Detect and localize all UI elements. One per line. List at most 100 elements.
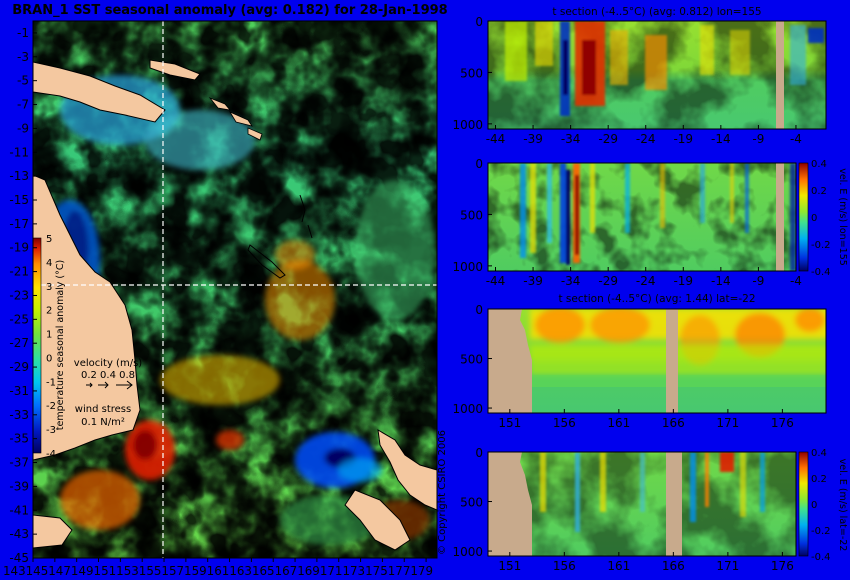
map-colorbar-tick-label: 4 — [46, 258, 52, 269]
panel1-x-axis: -44 -39 -34 -29 -24 -19 -14 -9 -4 — [486, 267, 802, 288]
panel-x-tick-label: 161 — [607, 559, 630, 573]
panel-x-tick-label: 151 — [498, 559, 521, 573]
panel-y-tick-label: 1000 — [452, 545, 483, 559]
panel-x-tick-label: -19 — [673, 274, 693, 288]
australia-land — [33, 174, 141, 461]
map-y-tick-label: -45 — [9, 551, 29, 565]
panel-colorbar-tick-label: -0.2 — [811, 240, 831, 251]
panel0-frame — [487, 20, 827, 130]
panel1-colorbar-ticks: 0.4 0.2 0 -0.2 -0.4 — [811, 159, 831, 278]
panel-x-tick-label: -14 — [711, 274, 731, 288]
panel1-features — [488, 163, 796, 271]
panel-x-tick-label: -9 — [752, 274, 764, 288]
panel0-x-axis: -44 -39 -34 -29 -24 -19 -14 -9 -4 — [486, 125, 802, 146]
panel-x-tick-label: 171 — [716, 559, 739, 573]
panel-x-tick-label: 161 — [607, 416, 630, 430]
panel-y-tick-label: 500 — [460, 208, 483, 222]
panel2-x-axis: 151 156 161 166 171 176 — [498, 409, 794, 430]
panel-y-tick-label: 0 — [475, 446, 483, 460]
panel-x-tick-label: -4 — [790, 132, 802, 146]
panel3-colorbar — [798, 451, 809, 557]
map-colorbar-tick-label: -2 — [46, 401, 56, 412]
panel-x-tick-label: -4 — [790, 274, 802, 288]
sst-anomaly-map: BRAN_1 SST seasonal anomaly (avg: 0.182)… — [3, 3, 448, 578]
panel-x-tick-label: -34 — [561, 132, 581, 146]
map-y-tick-label: -17 — [9, 217, 29, 231]
panel2-frame — [487, 308, 827, 414]
map-y-tick-label: -15 — [9, 193, 29, 207]
panel-colorbar-tick-label: 0 — [811, 213, 817, 224]
map-y-tick-label: -33 — [9, 408, 29, 422]
map-y-tick-label: -5 — [17, 74, 29, 88]
wind-legend-title: wind stress — [75, 404, 131, 415]
panel-colorbar-tick-label: 0.2 — [811, 474, 827, 485]
map-y-tick-label: -1 — [17, 26, 29, 40]
vanuatu-islands — [299, 194, 313, 239]
map-colorbar-tick-label: -4 — [46, 449, 56, 460]
panel1-topography — [776, 163, 784, 271]
panel3-x-axis: 151 156 161 166 171 176 — [498, 552, 794, 573]
panel3-y-axis: 0 500 1000 — [452, 446, 492, 559]
panel-x-tick-label: 166 — [662, 416, 685, 430]
velocity-legend-arrows — [86, 380, 133, 390]
map-y-tick-label: -27 — [9, 336, 29, 350]
panel-x-tick-label: -29 — [598, 274, 618, 288]
panel-x-tick-label: -14 — [711, 132, 731, 146]
panel-x-tick-label: -39 — [523, 274, 543, 288]
panel-colorbar-tick-label: -0.4 — [811, 267, 831, 278]
panel-colorbar-tick-label: 0.4 — [811, 448, 827, 459]
panel-vel-lat-22: 0 500 1000 151 156 161 166 171 176 0.4 0.2 0 -0.2 -… — [452, 446, 848, 573]
map-colorbar-tick-label: 5 — [46, 234, 52, 245]
panel-colorbar-tick-label: -0.2 — [811, 526, 831, 537]
panel-y-tick-label: 0 — [475, 157, 483, 171]
map-y-tick-label: -31 — [9, 384, 29, 398]
panel0-features — [488, 21, 826, 129]
solomon-islands — [208, 97, 263, 141]
new-guinea-land — [33, 61, 166, 123]
nz-north-island — [377, 429, 437, 511]
panel1-colorbar-label: vel. E (m/s) lon=155 — [837, 168, 848, 266]
panel3-colorbar-ticks: 0.4 0.2 0 -0.2 -0.4 — [811, 448, 831, 563]
map-colorbar-tick-label: 1 — [46, 330, 52, 341]
panel1-colorbar — [798, 162, 809, 272]
panel-x-tick-label: -34 — [561, 274, 581, 288]
panel-x-tick-label: 151 — [498, 416, 521, 430]
panel-x-tick-label: 176 — [771, 559, 794, 573]
map-y-tick-label: -41 — [9, 503, 29, 517]
panel3-colorbar-label: vel. E (m/s) lat=-22 — [837, 459, 848, 552]
copyright-text: © Copyright CSIRO 2006 — [437, 430, 448, 555]
map-colorbar-tick-label: -3 — [46, 425, 56, 436]
panel-x-tick-label: 176 — [771, 416, 794, 430]
map-y-tick-label: -43 — [9, 527, 29, 541]
map-y-tick-label: -7 — [17, 98, 29, 112]
panel-y-tick-label: 500 — [460, 66, 483, 80]
panel-y-tick-label: 0 — [475, 303, 483, 317]
map-y-tick-label: -9 — [17, 121, 29, 135]
panel-x-tick-label: -44 — [486, 132, 506, 146]
map-colorbar-tick-label: 3 — [46, 282, 52, 293]
panel-t-section-lat-22: t section (-4..5°C) (avg: 1.44) lat=-22 … — [452, 293, 827, 430]
panel1-y-axis: 0 500 1000 — [452, 157, 492, 274]
panel-x-tick-label: 156 — [553, 416, 576, 430]
wind-legend-value: 0.1 N/m² — [81, 417, 125, 428]
panel2-topography-ridge — [666, 309, 678, 413]
panel-x-tick-label: -39 — [523, 132, 543, 146]
panel-x-tick-label: -19 — [673, 132, 693, 146]
map-frame — [32, 20, 438, 559]
map-y-tick-label: -29 — [9, 360, 29, 374]
panel-colorbar-tick-label: 0.2 — [811, 186, 827, 197]
panel2-topography-west — [488, 309, 532, 413]
map-colorbar-label: temperature seasonal anomaly (°C) — [55, 260, 66, 430]
map-x-ticks — [32, 558, 427, 562]
panel2-title: t section (-4..5°C) (avg: 1.44) lat=-22 — [558, 293, 755, 305]
panel3-features — [488, 452, 796, 556]
panel-x-tick-label: -24 — [636, 132, 656, 146]
map-colorbar-tick-label: -1 — [46, 377, 56, 388]
velocity-legend-values: 0.2 0.4 0.8 — [81, 370, 135, 381]
panel-colorbar-tick-label: 0 — [811, 500, 817, 511]
panel-x-tick-label: -29 — [598, 132, 618, 146]
panel-y-tick-label: 0 — [475, 15, 483, 29]
new-caledonia — [247, 244, 286, 279]
map-colorbar-tick-label: 2 — [46, 306, 52, 317]
